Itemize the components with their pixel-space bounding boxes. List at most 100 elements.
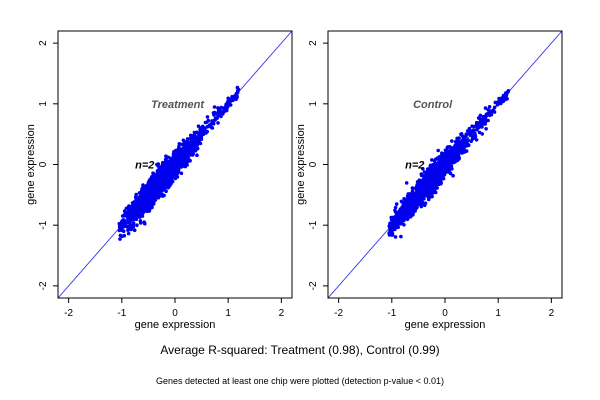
control-point	[498, 98, 503, 103]
treatment-point	[147, 209, 152, 213]
control-point	[431, 178, 435, 183]
treatment-point	[130, 205, 135, 210]
control-n-label: n=2	[405, 160, 424, 172]
control-point	[421, 167, 425, 171]
control-point	[487, 105, 492, 109]
treatment-y-tick-label: 2	[38, 40, 49, 46]
treatment-point	[216, 113, 220, 118]
treatment-point	[158, 185, 162, 190]
treatment-point	[192, 133, 196, 138]
control-point	[464, 132, 469, 137]
treatment-y-axis-label: gene expression	[25, 124, 37, 205]
treatment-point	[152, 189, 157, 193]
control-point	[459, 132, 463, 137]
control-point	[474, 138, 479, 142]
control-point	[426, 178, 431, 183]
control-point	[389, 218, 394, 222]
treatment-point	[167, 155, 171, 160]
treatment-point	[176, 147, 181, 151]
treatment-point	[133, 195, 138, 199]
treatment-point	[151, 195, 156, 199]
treatment-point	[189, 150, 194, 154]
treatment-x-axis-label: gene expression	[135, 319, 216, 331]
treatment-point	[181, 150, 186, 155]
control-point	[429, 169, 433, 173]
treatment-point	[146, 204, 151, 208]
treatment-point	[158, 178, 163, 182]
control-point	[472, 133, 477, 138]
control-point	[451, 173, 455, 178]
control-point	[426, 187, 431, 192]
control-point	[495, 102, 500, 107]
treatment-x-tick-label: -2	[64, 308, 73, 319]
treatment-point	[210, 126, 215, 130]
treatment-point	[172, 152, 177, 157]
control-point	[432, 172, 436, 177]
treatment-point	[126, 228, 130, 232]
treatment-point	[133, 214, 137, 219]
control-point	[449, 155, 453, 159]
control-y-tick-label: -2	[308, 281, 319, 290]
control-point	[441, 176, 445, 181]
treatment-point	[188, 133, 193, 138]
treatment-point	[127, 204, 131, 208]
control-point	[439, 164, 443, 168]
control-point	[410, 186, 415, 190]
treatment-point	[185, 137, 190, 141]
treatment-point	[150, 201, 155, 205]
control-point	[414, 196, 419, 200]
treatment-point	[228, 99, 233, 103]
treatment-point	[156, 168, 160, 173]
control-point	[433, 157, 438, 162]
treatment-point	[127, 208, 131, 212]
control-point	[429, 189, 434, 193]
treatment-point	[192, 130, 197, 135]
control-x-axis-label: gene expression	[405, 319, 486, 331]
control-point	[396, 210, 400, 215]
treatment-panel: -2 -1 0 1 2 -2 -1 0 1 2 gene expression gene expres…	[25, 30, 293, 331]
control-point	[446, 151, 450, 155]
control-point	[487, 111, 492, 115]
control-point	[399, 209, 404, 213]
control-point	[442, 172, 446, 176]
treatment-point	[138, 219, 143, 223]
treatment-point	[226, 96, 230, 101]
control-point	[411, 191, 415, 196]
treatment-point	[138, 196, 143, 201]
control-point	[428, 172, 432, 176]
treatment-point	[171, 162, 176, 166]
control-point	[419, 196, 424, 201]
treatment-point	[158, 170, 163, 174]
treatment-point	[148, 185, 152, 189]
control-point	[462, 144, 467, 149]
control-point	[406, 196, 411, 201]
control-point	[506, 90, 510, 94]
treatment-group-label: Treatment	[151, 99, 205, 111]
control-point	[405, 203, 410, 207]
treatment-point	[170, 179, 175, 184]
control-point	[446, 161, 451, 166]
control-point	[421, 174, 426, 178]
treatment-point	[235, 90, 240, 95]
treatment-point	[154, 182, 159, 187]
control-point	[484, 127, 488, 131]
control-point	[405, 199, 410, 204]
treatment-point	[123, 220, 127, 224]
treatment-point	[176, 152, 181, 156]
control-point	[466, 143, 471, 148]
control-point	[439, 180, 444, 185]
treatment-point	[196, 136, 201, 141]
treatment-point	[141, 183, 145, 187]
control-point	[406, 216, 410, 221]
treatment-point	[219, 114, 223, 119]
treatment-point	[130, 223, 135, 228]
control-point	[486, 118, 490, 123]
control-point	[408, 215, 413, 219]
treatment-point	[141, 199, 145, 203]
control-point	[470, 124, 474, 128]
control-point	[493, 100, 498, 105]
treatment-point	[184, 148, 188, 152]
treatment-point	[118, 237, 122, 241]
control-point	[483, 106, 488, 110]
control-point	[471, 129, 476, 133]
